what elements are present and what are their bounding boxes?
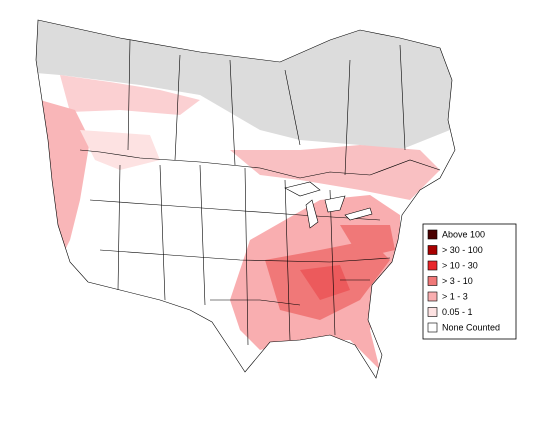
legend-swatch: [427, 291, 438, 302]
borders: [79, 39, 441, 346]
legend-swatch: [427, 276, 438, 286]
great-lakes: [284, 181, 373, 229]
legend-label: 0.05 - 1: [442, 307, 473, 317]
legend-swatch: [427, 260, 438, 271]
legend: Above 100 > 30 - 100 > 10 - 30 > 3 - 10 > 1 …: [422, 223, 517, 340]
legend-box: [422, 223, 517, 340]
legend-swatch: [427, 229, 438, 240]
coastline: [35, 19, 456, 379]
legend-label: > 1 - 3: [442, 291, 468, 301]
legend-label: > 30 - 100: [442, 245, 483, 255]
legend-label: Above 100: [442, 229, 485, 239]
legend-swatch: [427, 245, 438, 255]
legend-swatch: [427, 322, 438, 333]
legend-label: > 10 - 30: [442, 260, 478, 270]
legend-label: > 3 - 10: [442, 276, 473, 286]
legend-swatch: [427, 307, 438, 317]
legend-label: None Counted: [442, 322, 500, 332]
